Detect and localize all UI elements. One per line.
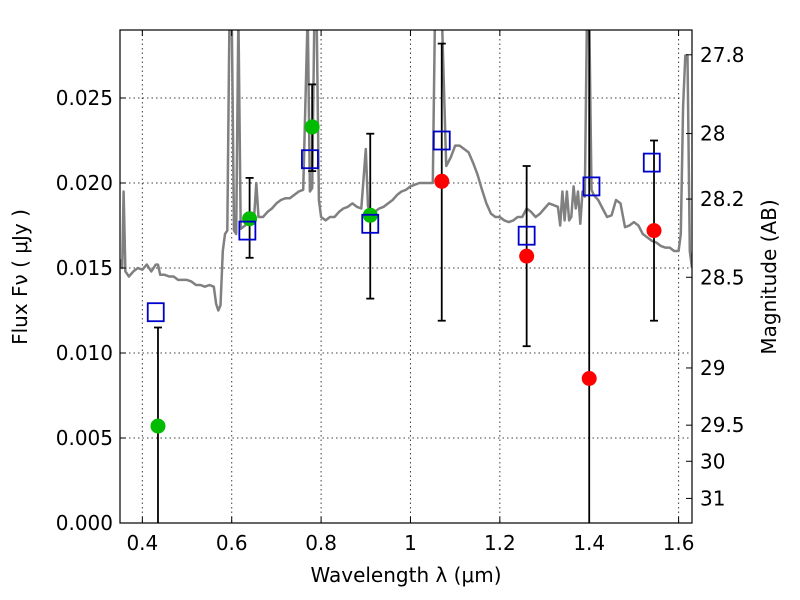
x-tick-label: 0.4: [126, 531, 158, 555]
y-tick-label: 0.005: [56, 426, 113, 450]
observed-flux-point: [434, 173, 450, 189]
plot-area: [120, 30, 692, 523]
model-flux-square: [361, 213, 380, 234]
x-tick-label: 1: [404, 531, 417, 555]
x-tick-label: 0.8: [305, 531, 337, 555]
plot-frame: [119, 29, 693, 524]
x-tick-label: 1.6: [663, 531, 695, 555]
y-axis-label: Flux Fν ( μJy ): [8, 209, 32, 345]
model-flux-square: [301, 149, 319, 170]
model-flux-square: [582, 176, 601, 197]
model-spectrum-line: [120, 30, 692, 312]
model-flux-square: [238, 220, 257, 241]
x-axis-label: Wavelength λ (μm): [310, 563, 501, 587]
observed-flux-point: [519, 248, 535, 264]
magnitude-axis-label: Magnitude (AB): [757, 199, 781, 354]
grid: [120, 30, 692, 523]
magnitude-tick-label: 31: [700, 486, 725, 510]
y-tick-label: 0.010: [56, 341, 113, 365]
observed-flux-point: [646, 223, 662, 239]
magnitude-tick-label: 29.5: [700, 413, 745, 437]
y-tick-label: 0.020: [56, 171, 113, 195]
x-tick-label: 1.4: [573, 531, 605, 555]
x-tick-label: 1.2: [484, 531, 516, 555]
magnitude-tick-label: 27.8: [700, 43, 745, 67]
magnitude-tick-label: 28.5: [700, 265, 745, 289]
axes-ticks: 0.4 0.6 0.8 1 1.2 1.4 1.6 0.000 0.005 0.010 0.015 0…: [56, 30, 745, 555]
magnitude-tick-label: 28.2: [700, 187, 745, 211]
y-tick-label: 0.025: [56, 86, 113, 110]
y-tick-label: 0.000: [56, 511, 113, 535]
magnitude-tick-label: 30: [700, 449, 725, 473]
observed-flux-point: [150, 418, 166, 434]
magnitude-tick-label: 29: [700, 356, 725, 380]
observed-flux-point: [304, 119, 320, 135]
observed-flux-point: [581, 371, 597, 386]
model-flux-square: [432, 130, 451, 151]
model-flux-square: [642, 152, 661, 173]
model-flux-square: [517, 225, 536, 246]
magnitude-tick-label: 28: [700, 122, 725, 146]
model-flux-square: [146, 302, 165, 323]
x-tick-label: 0.6: [216, 531, 248, 555]
y-tick-label: 0.015: [56, 256, 113, 280]
